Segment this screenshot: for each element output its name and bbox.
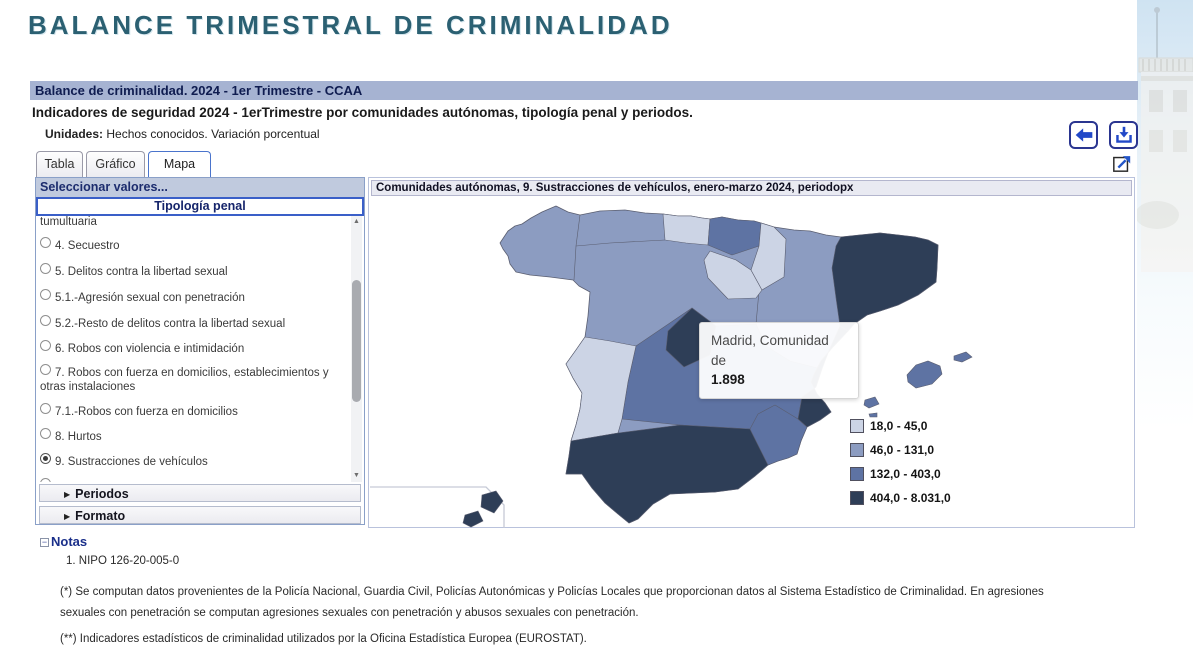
download-icon xyxy=(1115,126,1132,143)
option-secuestro[interactable]: 4. Secuestro xyxy=(40,236,349,253)
region-mallorca[interactable] xyxy=(906,360,943,389)
region-formentera[interactable] xyxy=(868,412,878,418)
footnote-double-star: (**) Indicadores estadísticos de crimina… xyxy=(60,633,587,645)
radio-icon[interactable] xyxy=(40,403,51,414)
map-panel: Comunidades autónomas, 9. Sustracciones … xyxy=(368,177,1135,528)
region-la-rioja[interactable] xyxy=(703,250,763,300)
radio-icon[interactable] xyxy=(40,453,51,464)
legend-swatch xyxy=(850,490,864,505)
units-value: Hechos conocidos. Variación porcentual xyxy=(103,127,320,141)
option-list-scrollbar[interactable]: ▲ ▼ xyxy=(351,216,362,482)
legend-swatch xyxy=(850,442,864,457)
border-asturias xyxy=(575,239,666,247)
option-clipped[interactable] xyxy=(40,477,349,482)
building-illustration xyxy=(1135,7,1193,272)
units-label: Unidades: xyxy=(45,127,104,141)
tooltip-value: 1.898 xyxy=(711,372,745,388)
tooltip-region-name: Madrid, Comunidad de xyxy=(711,333,829,368)
option-partial-tumultuaria[interactable]: tumultuaria xyxy=(40,216,97,228)
accordion-arrow-icon: ▶ xyxy=(64,490,71,499)
region-navarra[interactable] xyxy=(750,222,787,291)
option-sustracciones-vehiculos[interactable]: 9. Sustracciones de vehículos xyxy=(40,452,349,469)
region-canarias-island-1[interactable] xyxy=(480,490,504,514)
option-agresion-sexual[interactable]: 5.1.-Agresión sexual con penetración xyxy=(40,288,349,305)
region-murcia[interactable] xyxy=(749,404,808,466)
radio-icon[interactable] xyxy=(40,364,51,375)
open-in-new-icon xyxy=(1113,156,1131,172)
values-selector-panel: Seleccionar valores... Tipología penal t… xyxy=(35,177,365,525)
legend-swatch xyxy=(850,418,864,433)
option-hurtos[interactable]: 8. Hurtos xyxy=(40,427,349,444)
tab-tabla[interactable]: Tabla xyxy=(36,151,83,177)
tab-grafico[interactable]: Gráfico xyxy=(86,151,145,177)
region-canarias-island-2[interactable] xyxy=(462,510,484,528)
open-fullscreen-button[interactable] xyxy=(1112,153,1132,173)
background-building-photo xyxy=(1135,0,1193,430)
region-extremadura[interactable] xyxy=(565,336,637,442)
radio-icon[interactable] xyxy=(40,315,51,326)
units-line: Unidades: Hechos conocidos. Variación po… xyxy=(45,127,320,141)
footnote-star: (*) Se computan datos provenientes de la… xyxy=(60,586,1044,619)
selector-header: Seleccionar valores... xyxy=(36,178,364,197)
back-button[interactable] xyxy=(1069,121,1098,149)
option-robos-fuerza-domicilios[interactable]: 7.1.-Robos con fuerza en domicilios xyxy=(40,402,349,419)
radio-icon[interactable] xyxy=(40,478,51,482)
region-cantabria[interactable] xyxy=(662,213,711,246)
accordion-arrow-icon: ▶ xyxy=(64,512,71,521)
download-button[interactable] xyxy=(1109,121,1138,149)
radio-icon[interactable] xyxy=(40,237,51,248)
map-title: Comunidades autónomas, 9. Sustracciones … xyxy=(371,180,1132,196)
notes-title: Notas xyxy=(51,534,88,549)
option-resto-delitos-libertad-sexual[interactable]: 5.2.-Resto de delitos contra la libertad… xyxy=(40,314,349,331)
notes-toggle[interactable]: − Notas xyxy=(40,533,87,551)
legend-row: 404,0 - 8.031,0 xyxy=(850,489,951,505)
collapse-minus-icon[interactable]: − xyxy=(40,537,49,547)
radio-icon[interactable] xyxy=(40,263,51,274)
map-legend: 18,0 - 45,0 46,0 - 131,0 132,0 - 403,0 4… xyxy=(850,417,951,513)
tab-mapa[interactable]: Mapa xyxy=(148,151,211,177)
scroll-down-arrow-icon[interactable]: ▼ xyxy=(353,472,360,479)
region-menorca[interactable] xyxy=(953,351,973,363)
report-subtitle: Indicadores de seguridad 2024 - 1erTrime… xyxy=(32,105,693,120)
option-robos-fuerza-establecimientos[interactable]: 7. Robos con fuerza en domicilios, estab… xyxy=(40,363,349,394)
accordion-formato[interactable]: ▶ Formato xyxy=(39,506,361,524)
radio-icon[interactable] xyxy=(40,340,51,351)
scroll-up-arrow-icon[interactable]: ▲ xyxy=(353,218,360,225)
option-delitos-libertad-sexual[interactable]: 5. Delitos contra la libertad sexual xyxy=(40,262,349,279)
arrow-left-icon xyxy=(1075,128,1092,142)
dimension-selector-tipologia-penal[interactable]: Tipología penal xyxy=(36,197,364,216)
region-cataluna[interactable] xyxy=(831,232,939,332)
crime-type-option-list: tumultuaria 4. Secuestro 5. Delitos cont… xyxy=(40,216,349,482)
radio-icon[interactable] xyxy=(40,289,51,300)
legend-swatch xyxy=(850,466,864,481)
legend-row: 18,0 - 45,0 xyxy=(850,417,951,433)
radio-icon[interactable] xyxy=(40,428,51,439)
accordion-periodos[interactable]: ▶ Periodos xyxy=(39,484,361,502)
option-robos-violencia[interactable]: 6. Robos con violencia e intimidación xyxy=(40,339,349,356)
region-ibiza[interactable] xyxy=(863,396,880,409)
scrollbar-thumb[interactable] xyxy=(352,280,361,402)
page-title: BALANCE TRIMESTRAL DE CRIMINALIDAD xyxy=(28,10,673,40)
note-nipo: 1. NIPO 126-20-005-0 xyxy=(66,555,180,567)
region-andalucia[interactable] xyxy=(565,424,769,524)
report-header-bar: Balance de criminalidad. 2024 - 1er Trim… xyxy=(30,81,1138,100)
legend-row: 132,0 - 403,0 xyxy=(850,465,951,481)
map-tooltip: Madrid, Comunidad de 1.898 xyxy=(699,322,859,399)
legend-row: 46,0 - 131,0 xyxy=(850,441,951,457)
